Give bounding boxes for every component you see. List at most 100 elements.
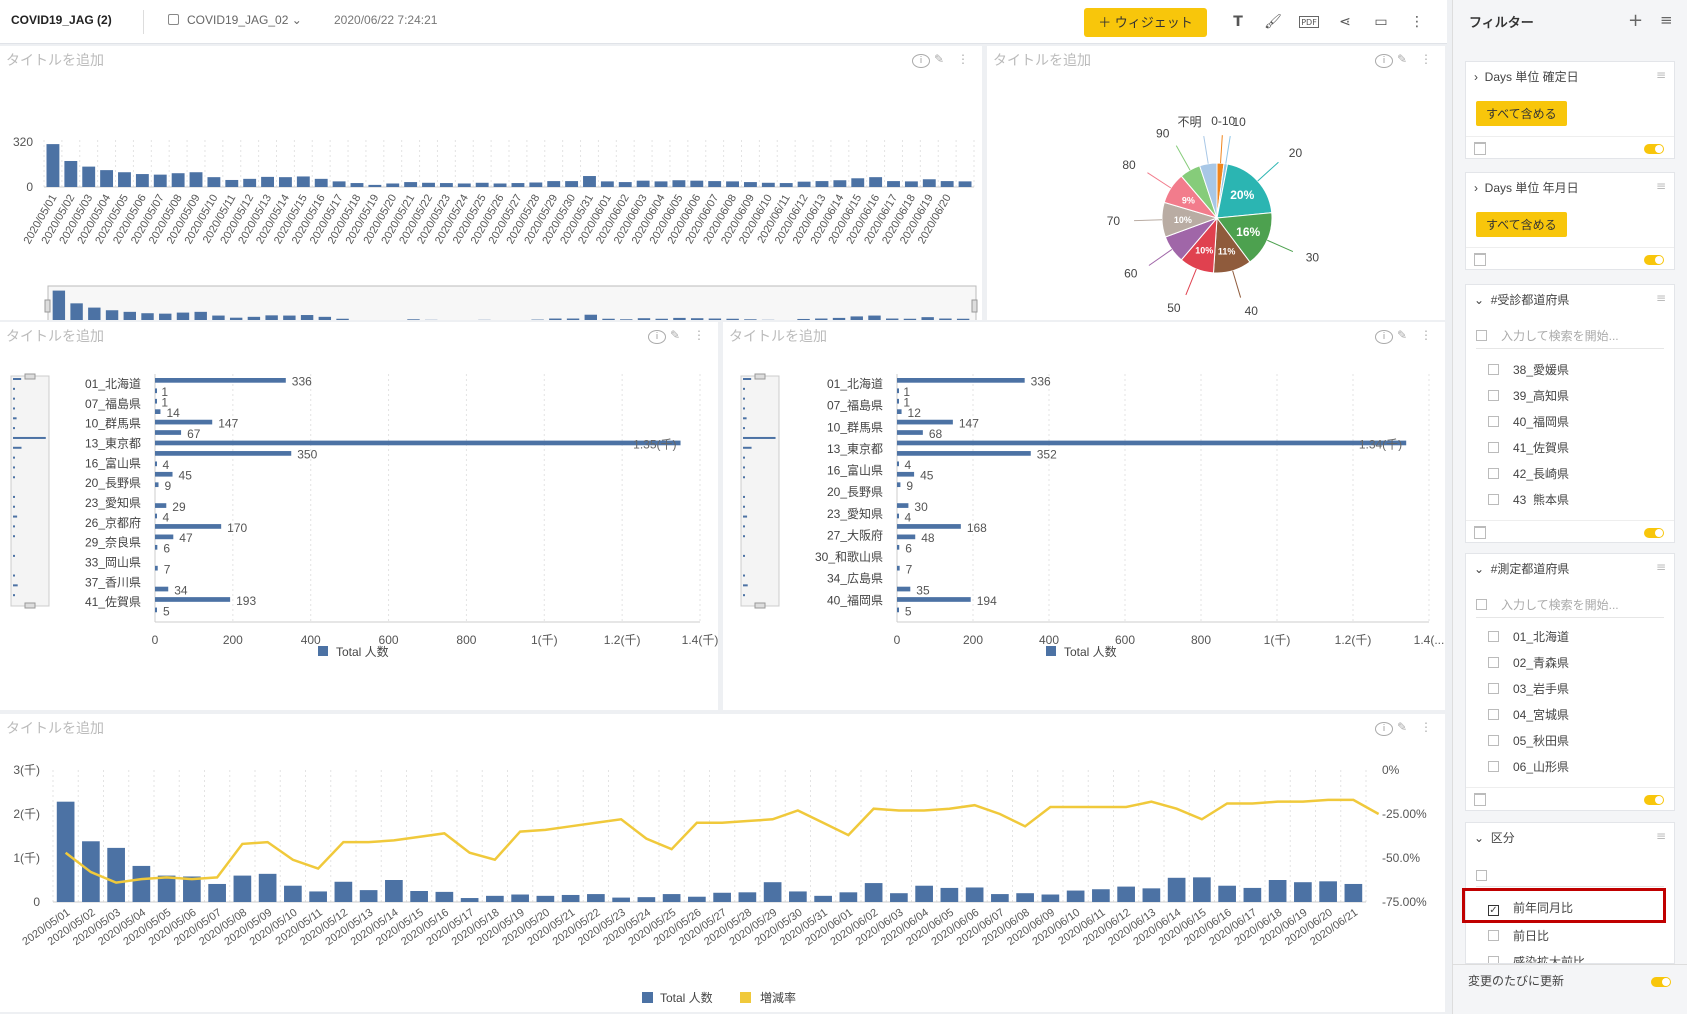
filter-item[interactable]: 感染拡大前比 [1488, 953, 1585, 963]
auto-update-toggle[interactable] [1651, 977, 1671, 987]
filter-item[interactable]: 05_秋田県 [1488, 732, 1569, 749]
bar [155, 471, 173, 477]
add-filter-icon[interactable]: + [1628, 10, 1644, 31]
monitor-icon[interactable]: ▭ [1374, 14, 1388, 30]
drag-handle-icon[interactable]: ≡ [1655, 291, 1666, 305]
info-icon[interactable]: i [1369, 720, 1393, 736]
trash-icon[interactable] [1474, 526, 1486, 539]
more-icon[interactable]: ⋮ [957, 52, 969, 66]
more-icon[interactable]: ⋮ [1420, 52, 1432, 66]
checkbox[interactable] [1488, 442, 1499, 453]
share-icon[interactable]: ⋖ [1339, 14, 1351, 30]
checkbox[interactable] [1488, 416, 1499, 427]
sheet-selector[interactable]: COVID19_JAG_02 ⌄ [168, 13, 302, 27]
panel-title[interactable]: タイトルを追加 [729, 328, 827, 344]
filter-item[interactable]: 02_青森県 [1488, 654, 1569, 671]
drag-handle-icon[interactable]: ≡ [1655, 829, 1666, 843]
filter-item[interactable]: 38_愛媛県 [1488, 361, 1569, 378]
info-icon[interactable]: i [906, 52, 930, 68]
panel-title[interactable]: タイトルを追加 [6, 720, 104, 736]
filter-header[interactable]: ⌄ 区分 [1474, 829, 1515, 846]
data-label: 35 [916, 583, 930, 597]
text-icon[interactable]: T [1233, 14, 1243, 30]
bar [243, 178, 257, 187]
filter-item-label: 03_岩手県 [1513, 682, 1570, 696]
filter-item[interactable]: 03_岩手県 [1488, 680, 1569, 697]
drag-handle-icon[interactable]: ≡ [1655, 179, 1666, 193]
menu-icon[interactable]: ≡ [1660, 11, 1673, 29]
panel-title[interactable]: タイトルを追加 [6, 328, 104, 344]
add-widget-button[interactable]: ＋ ウィジェット [1084, 8, 1207, 37]
more-icon[interactable]: ⋮ [1420, 328, 1432, 342]
trash-icon[interactable] [1474, 793, 1486, 806]
select-all-checkbox[interactable] [1476, 870, 1487, 881]
more-icon[interactable]: ⋮ [693, 328, 705, 342]
filter-item[interactable]: 01_北海道 [1488, 628, 1569, 645]
select-all-checkbox[interactable] [1476, 330, 1487, 341]
filter-item[interactable]: 42_長崎県 [1488, 465, 1569, 482]
filter-item[interactable]: 前日比 [1488, 927, 1549, 944]
scroll-minimap-bar [743, 436, 776, 439]
filter-toggle[interactable] [1644, 528, 1664, 538]
checkbox[interactable] [1488, 956, 1499, 963]
filter-search[interactable]: 入力して検索を開始... [1476, 323, 1664, 349]
checked-checkbox[interactable]: ✓ [1488, 905, 1499, 916]
info-icon[interactable]: i [642, 328, 666, 344]
info-icon[interactable]: i [1369, 328, 1393, 344]
search-input[interactable]: 入力して検索を開始... [1501, 598, 1619, 612]
bar [1066, 890, 1085, 902]
checkbox[interactable] [1488, 735, 1499, 746]
edit-icon[interactable]: ✎ [933, 52, 945, 66]
edit-icon[interactable]: ✎ [1396, 52, 1408, 66]
filter-header[interactable]: ⌄ #受診都道府県 [1474, 291, 1569, 308]
drag-handle-icon[interactable]: ≡ [1655, 560, 1666, 574]
panel-title[interactable]: タイトルを追加 [6, 52, 104, 68]
include-all-button[interactable]: すべて含める [1476, 101, 1567, 126]
filter-item[interactable]: 43_熊本県 [1488, 491, 1569, 505]
filter-toggle[interactable] [1644, 144, 1664, 154]
filter-header[interactable]: › Days 単位 年月日 [1474, 179, 1579, 196]
filter-item[interactable]: 06_山形県 [1488, 758, 1569, 775]
dashboard-title[interactable]: COVID19_JAG (2) [11, 13, 112, 27]
pdf-icon[interactable]: PDF [1299, 16, 1319, 28]
checkbox[interactable] [1488, 468, 1499, 479]
trash-icon[interactable] [1474, 253, 1486, 266]
filter-item[interactable]: 39_高知県 [1488, 387, 1569, 404]
navigator-bar [123, 311, 136, 320]
more-icon[interactable]: ⋮ [1410, 14, 1424, 30]
bar [897, 430, 923, 435]
filter-search[interactable]: 入力して検索を開始... [1476, 592, 1664, 618]
drag-handle-icon[interactable]: ≡ [1655, 68, 1666, 82]
trash-icon[interactable] [1474, 142, 1486, 155]
checkbox[interactable] [1488, 761, 1499, 772]
y2-tick-label: -50.0% [1382, 851, 1420, 865]
panel-title[interactable]: タイトルを追加 [993, 52, 1091, 68]
checkbox[interactable] [1488, 390, 1499, 401]
filter-item[interactable]: 04_宮城県 [1488, 706, 1569, 723]
filter-item[interactable]: ✓ 前年同月比 [1488, 899, 1573, 916]
checkbox[interactable] [1488, 709, 1499, 720]
edit-icon[interactable]: ✎ [669, 328, 681, 342]
brush-icon[interactable]: 🖌 [1264, 14, 1282, 30]
edit-icon[interactable]: ✎ [1396, 720, 1408, 734]
checkbox[interactable] [1488, 364, 1499, 375]
checkbox[interactable] [1488, 657, 1499, 668]
checkbox[interactable] [1488, 683, 1499, 694]
checkbox[interactable] [1488, 494, 1499, 505]
filter-item[interactable]: 41_佐賀県 [1488, 439, 1569, 456]
checkbox[interactable] [1488, 930, 1499, 941]
filter-header[interactable]: › Days 単位 確定日 [1474, 68, 1579, 85]
more-icon[interactable]: ⋮ [1420, 720, 1432, 734]
filter-item[interactable]: 40_福岡県 [1488, 413, 1569, 430]
include-all-button[interactable]: すべて含める [1476, 212, 1567, 237]
filter-toggle[interactable] [1644, 255, 1664, 265]
checkbox[interactable] [1488, 631, 1499, 642]
filter-header[interactable]: ⌄ #測定都道府県 [1474, 560, 1569, 577]
bar [833, 180, 847, 187]
filter-toggle[interactable] [1644, 795, 1664, 805]
select-all-checkbox[interactable] [1476, 599, 1487, 610]
filter-item-label: 42_長崎県 [1513, 467, 1570, 481]
search-input[interactable]: 入力して検索を開始... [1501, 329, 1619, 343]
info-icon[interactable]: i [1369, 52, 1393, 68]
edit-icon[interactable]: ✎ [1396, 328, 1408, 342]
